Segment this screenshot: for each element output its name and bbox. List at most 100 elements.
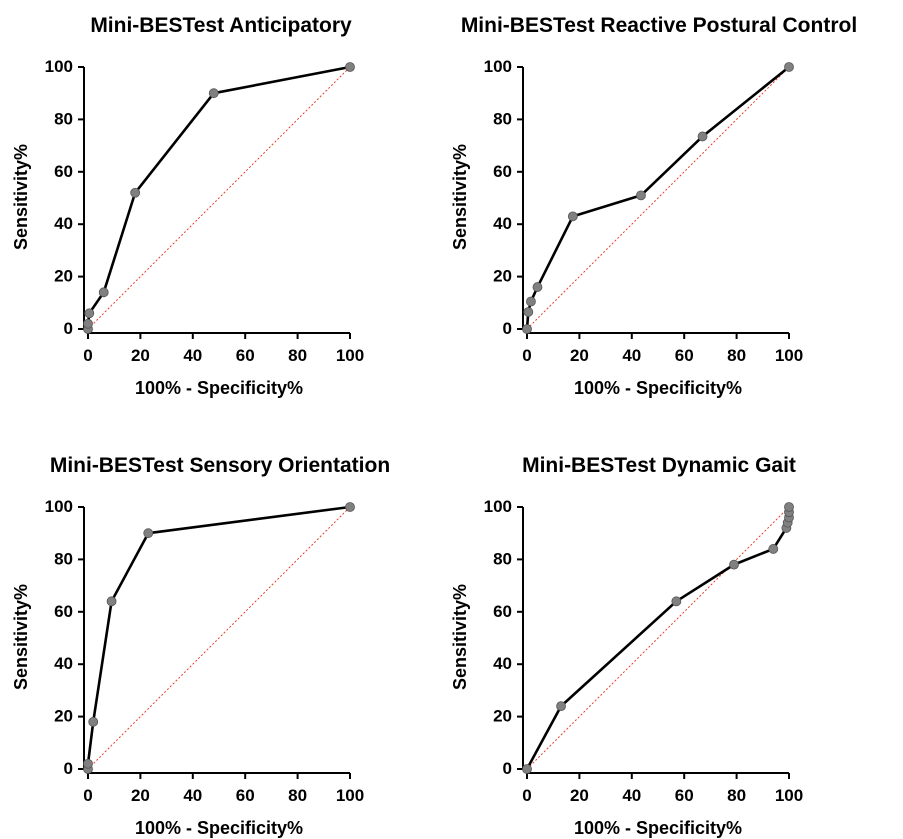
reference-diagonal (87, 66, 351, 330)
x-tick-labels: 0 20 40 60 80 100 (83, 346, 364, 365)
roc-point (143, 528, 154, 539)
roc-point (567, 211, 578, 222)
panel-dynamic-gait: Mini-BESTest Dynamic Gait Sensitivity% 1… (450, 454, 803, 838)
chart-title: Mini-BESTest Reactive Postural Control (461, 14, 857, 37)
y-tick-label: 40 (54, 214, 73, 233)
roc-point (671, 596, 682, 607)
y-tick-label: 20 (493, 707, 512, 726)
x-tick-labels: 0 20 40 60 80 100 (522, 786, 803, 805)
y-tick-label: 20 (493, 267, 512, 286)
x-tick-label: 60 (675, 346, 694, 365)
x-tick-label: 20 (570, 346, 589, 365)
x-tick-label: 20 (570, 786, 589, 805)
plot-area (517, 62, 794, 339)
x-tick-labels: 0 20 40 60 80 100 (83, 786, 364, 805)
y-tick-label: 40 (54, 654, 73, 673)
x-tick-label: 0 (522, 346, 531, 365)
x-tick-label: 100 (336, 786, 364, 805)
roc-point (532, 282, 543, 292)
y-tick-labels: 0 20 40 60 80 100 (484, 57, 512, 338)
roc-point (768, 544, 779, 554)
y-tick-label: 20 (54, 267, 73, 286)
x-tick-label: 80 (727, 346, 746, 365)
y-axis-label: Sensitivity% (11, 584, 31, 690)
roc-point (84, 308, 95, 319)
y-tick-label: 0 (64, 319, 73, 338)
y-tick-label: 40 (493, 654, 512, 673)
y-tick-label: 80 (54, 109, 73, 128)
x-axis-label: 100% - Specificity% (574, 378, 742, 398)
x-tick-label: 40 (183, 346, 202, 365)
roc-point (208, 88, 219, 99)
y-tick-label: 80 (493, 549, 512, 568)
y-tick-label: 100 (484, 497, 512, 516)
reference-diagonal (87, 506, 351, 770)
roc-point (130, 187, 141, 198)
x-axis-label: 100% - Specificity% (574, 818, 742, 838)
y-axis-label: Sensitivity% (450, 584, 470, 690)
x-tick-label: 100 (336, 346, 364, 365)
x-axis-label: 100% - Specificity% (135, 818, 303, 838)
roc-point (345, 62, 355, 72)
x-tick-label: 100 (775, 786, 803, 805)
roc-point (345, 502, 355, 512)
x-tick-label: 0 (522, 786, 531, 805)
y-tick-label: 100 (484, 57, 512, 76)
plot-area (78, 502, 355, 779)
reference-diagonal (526, 66, 790, 330)
y-tick-label: 80 (493, 109, 512, 128)
x-tick-label: 40 (622, 786, 641, 805)
roc-point (83, 758, 93, 769)
plot-area (517, 502, 794, 779)
panel-anticipatory: Mini-BESTest Anticipatory Sensitivity% 1… (11, 14, 364, 398)
y-tick-label: 0 (503, 319, 512, 338)
roc-point (526, 296, 536, 307)
roc-point (697, 131, 708, 142)
x-tick-label: 80 (727, 786, 746, 805)
roc-point (556, 701, 566, 712)
y-axis-label: Sensitivity% (450, 144, 470, 250)
roc-point (784, 502, 794, 512)
y-tick-labels: 0 20 40 60 80 100 (45, 497, 73, 778)
roc-point (522, 764, 532, 774)
panel-sensory-orientation: Mini-BESTest Sensory Orientation Sensiti… (11, 454, 390, 838)
y-tick-label: 60 (54, 162, 73, 181)
x-tick-labels: 0 20 40 60 80 100 (522, 346, 803, 365)
roc-point (106, 596, 117, 607)
chart-title: Mini-BESTest Anticipatory (90, 14, 352, 37)
roc-point (784, 62, 794, 72)
chart-title: Mini-BESTest Dynamic Gait (522, 454, 796, 477)
chart-title: Mini-BESTest Sensory Orientation (50, 454, 390, 477)
y-tick-label: 0 (64, 759, 73, 778)
y-tick-label: 20 (54, 707, 73, 726)
roc-point (83, 318, 93, 329)
y-tick-label: 0 (503, 759, 512, 778)
x-axis-label: 100% - Specificity% (135, 378, 303, 398)
y-tick-label: 60 (493, 602, 512, 621)
y-tick-label: 60 (493, 162, 512, 181)
x-tick-label: 80 (288, 346, 307, 365)
roc-point (88, 716, 99, 727)
y-axis-label: Sensitivity% (11, 144, 31, 250)
roc-point (522, 324, 532, 334)
panel-reactive-postural-control: Mini-BESTest Reactive Postural Control S… (450, 14, 857, 398)
x-tick-label: 0 (83, 346, 92, 365)
x-tick-label: 60 (236, 346, 255, 365)
x-tick-label: 100 (775, 346, 803, 365)
plot-area (78, 62, 355, 339)
roc-point (523, 307, 534, 317)
x-tick-label: 60 (675, 786, 694, 805)
x-tick-label: 60 (236, 786, 255, 805)
y-tick-label: 80 (54, 549, 73, 568)
x-tick-label: 40 (183, 786, 202, 805)
x-tick-label: 20 (131, 786, 150, 805)
x-tick-label: 0 (83, 786, 92, 805)
roc-point (636, 190, 646, 201)
y-tick-label: 40 (493, 214, 512, 233)
x-tick-label: 80 (288, 786, 307, 805)
y-tick-label: 60 (54, 602, 73, 621)
y-tick-label: 100 (45, 57, 73, 76)
reference-diagonal (526, 506, 790, 770)
roc-point (729, 559, 739, 570)
